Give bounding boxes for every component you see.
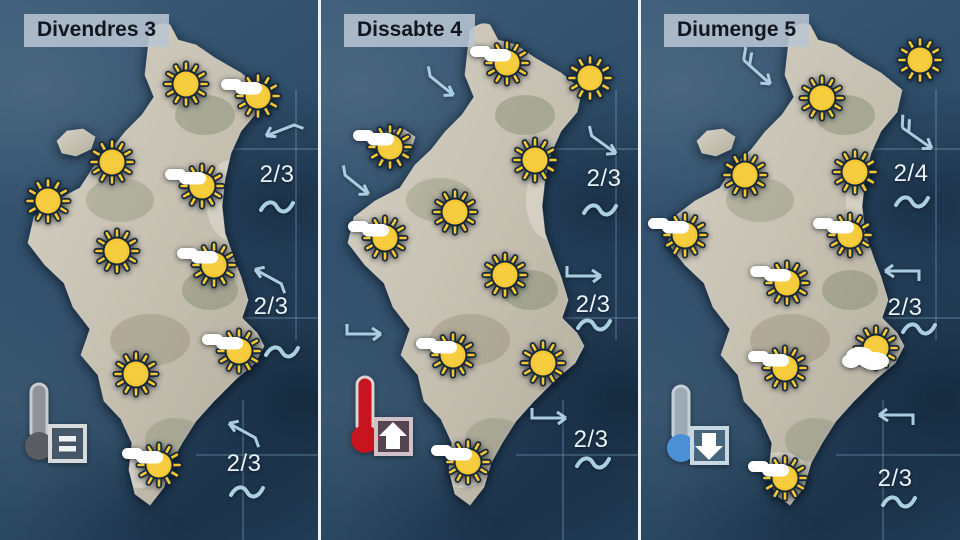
graticule-line xyxy=(615,90,617,340)
weather-sun-icon xyxy=(82,344,170,404)
weather-sun-clouds-low-icon xyxy=(842,318,910,378)
icons-layer: 2/4 2/3 2/3 xyxy=(640,0,960,540)
sea-state-value: 2/3 xyxy=(877,465,913,492)
icons-layer: 2/3 2/3 2/3 xyxy=(320,0,640,540)
graticule-line xyxy=(882,400,884,540)
sea-state-value: 2/3 xyxy=(586,165,622,192)
thermometer-steady-icon xyxy=(23,382,87,463)
graticule-line xyxy=(242,400,244,540)
weather-sun-cloud-icon xyxy=(122,435,193,495)
sea-state-value: 2/3 xyxy=(887,294,923,321)
sea-state-value: 2/3 xyxy=(575,291,611,318)
weather-sun-icon xyxy=(866,30,954,90)
forecast-panel-friday: 2/3 2/3 2/3 Divendres 3 xyxy=(0,0,320,540)
weather-sun-cloud-icon xyxy=(648,205,719,265)
day-label: Divendres 3 xyxy=(24,14,170,48)
weather-sun-cloud-icon xyxy=(202,321,273,381)
forecast-panel-saturday: 2/3 2/3 2/3 Dissabte 4 xyxy=(320,0,640,540)
weather-sun-icon xyxy=(801,142,889,202)
graticule-line xyxy=(562,400,564,540)
wave-icon xyxy=(575,456,611,470)
wind-arrow-icon xyxy=(530,406,568,426)
graticule-line xyxy=(232,317,320,319)
wave-icon xyxy=(576,318,612,332)
graticule-line xyxy=(516,454,640,456)
wind-arrow-icon xyxy=(891,113,940,155)
wind-arrow-icon xyxy=(732,45,780,91)
wind-arrow-icon xyxy=(883,263,921,283)
weather-sun-cloud-icon xyxy=(748,448,819,508)
weather-sun-icon xyxy=(481,130,569,190)
sea-state-value: 2/3 xyxy=(226,450,262,477)
wave-icon xyxy=(894,195,930,209)
sea-state-value: 2/3 xyxy=(253,293,289,320)
wave-icon xyxy=(881,495,917,509)
graticule-line xyxy=(196,454,320,456)
wind-arrow-icon xyxy=(418,64,461,102)
icons-layer: 2/3 2/3 2/3 xyxy=(0,0,320,540)
graticule-line xyxy=(862,148,960,150)
graticule-line xyxy=(552,317,640,319)
weather-sun-cloud-icon xyxy=(165,156,236,216)
wind-arrow-icon xyxy=(877,407,915,427)
weather-sun-cloud-icon xyxy=(348,208,419,268)
wave-icon xyxy=(229,485,265,499)
wave-icon xyxy=(582,203,618,217)
graticule-line xyxy=(872,317,960,319)
wind-arrow-icon xyxy=(333,163,376,201)
graticule-line xyxy=(295,90,297,340)
graticule-line xyxy=(836,454,960,456)
graticule-line xyxy=(222,148,320,150)
weather-sun-icon xyxy=(536,48,624,108)
day-label: Diumenge 5 xyxy=(664,14,810,48)
sea-state-value: 2/4 xyxy=(893,160,929,187)
weather-sun-icon xyxy=(451,245,539,305)
weather-sun-cloud-icon xyxy=(750,253,821,313)
graticule-line xyxy=(542,148,640,150)
weather-sun-cloud-icon xyxy=(431,432,502,492)
wind-arrow-icon xyxy=(345,322,383,342)
wave-icon xyxy=(259,200,295,214)
thermometer-falling-icon xyxy=(665,384,729,465)
wave-icon xyxy=(264,345,300,359)
wave-icon xyxy=(901,322,937,336)
wind-arrow-icon xyxy=(262,113,305,146)
weather-sun-cloud-icon xyxy=(748,338,819,398)
forecast-panel-sunday: 2/4 2/3 2/3 Diumenge 5 xyxy=(640,0,960,540)
thermometer-rising-icon xyxy=(349,375,413,456)
weather-sun-icon xyxy=(63,221,151,281)
graticule-line xyxy=(935,90,937,340)
day-label: Dissabte 4 xyxy=(344,14,476,48)
sea-state-value: 2/3 xyxy=(573,426,609,453)
panel-divider xyxy=(638,0,641,540)
panel-divider xyxy=(318,0,321,540)
weather-sun-icon xyxy=(489,333,577,393)
weather-sun-icon xyxy=(691,145,779,205)
weather-sun-cloud-icon xyxy=(177,235,248,295)
weather-sun-cloud-icon xyxy=(416,325,487,385)
sea-state-value: 2/3 xyxy=(259,161,295,188)
map-background xyxy=(640,0,960,540)
